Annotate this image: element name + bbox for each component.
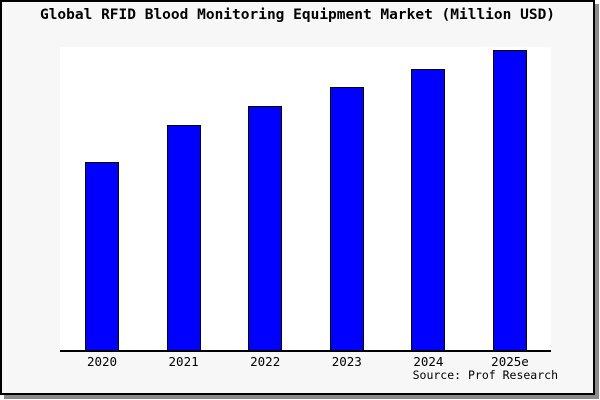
bar-2024 [411, 68, 446, 350]
bar-2021 [166, 125, 201, 350]
plot-area [60, 47, 551, 352]
x-tick-label-2020: 2020 [86, 354, 118, 369]
bar-2023 [329, 86, 364, 350]
chart-title: Global RFID Blood Monitoring Equipment M… [39, 7, 556, 23]
x-tick-label-2024: 2024 [413, 354, 444, 369]
chart-frame: Global RFID Blood Monitoring Equipment M… [0, 0, 595, 395]
x-tick-label-2021: 2021 [168, 354, 199, 369]
x-axis-labels: 2020 2021 2022 2023 2024 2025e [2, 354, 597, 370]
x-tick-label-2022: 2022 [250, 354, 281, 369]
x-tick-label-2023: 2023 [331, 354, 362, 369]
x-tick-label-2025e: 2025e [491, 354, 529, 369]
source-note: Source: Prof Research [412, 368, 558, 382]
bar-2022 [248, 106, 283, 350]
bar-2020 [85, 161, 119, 350]
bar-2025e [493, 50, 527, 350]
